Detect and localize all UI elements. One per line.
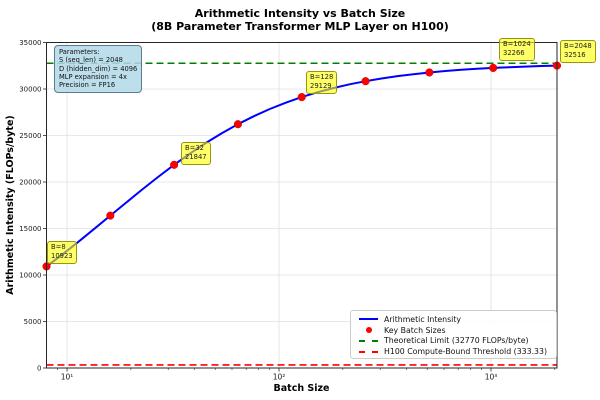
data-point-b512 xyxy=(425,68,434,77)
legend-marker-dashed xyxy=(359,350,378,353)
data-point-b64 xyxy=(233,120,242,129)
y-tick-label: 0 xyxy=(37,364,41,372)
y-tick-label: 20000 xyxy=(19,178,41,186)
chart-title: Arithmetic Intensity vs Batch Size xyxy=(194,7,406,20)
data-point-b128 xyxy=(297,93,306,102)
legend-row: Theoretical Limit (32770 FLOPs/byte) xyxy=(359,336,556,347)
annotation-value: 32266 xyxy=(503,48,525,57)
x-tick-label: 10³ xyxy=(485,373,498,382)
legend-label: Key Batch Sizes xyxy=(384,325,446,335)
annotation-batch-label: B=32 xyxy=(185,144,205,152)
legend-label: Arithmetic Intensity xyxy=(384,314,462,324)
y-tick-label: 30000 xyxy=(19,85,41,93)
parameter-seq-len: S (seq_len) = 2048 xyxy=(59,56,123,65)
parameter-mlp-expansion: MLP expansion = 4x xyxy=(59,72,127,81)
data-point-b32 xyxy=(170,160,179,169)
legend-marker-line xyxy=(359,318,378,321)
parameters-title: Parameters: xyxy=(59,48,100,56)
annotation-batch-label: B=8 xyxy=(51,243,66,251)
x-tick-label: 10¹ xyxy=(61,373,74,382)
legend-marker-dashed xyxy=(359,339,378,342)
annotation-box: B=2048 32516 xyxy=(560,40,596,63)
y-tick-label: 15000 xyxy=(19,225,41,233)
annotation-batch-label: B=1024 xyxy=(503,40,531,48)
annotation-box: B=8 10923 xyxy=(47,241,77,264)
annotation-value: 32516 xyxy=(564,50,586,59)
parameter-precision: Precision = FP16 xyxy=(59,81,116,90)
x-tick-label: 10² xyxy=(273,373,286,382)
annotation-box: B=1024 32266 xyxy=(499,38,535,61)
data-point-b1024 xyxy=(489,63,498,72)
annotation-value: 10923 xyxy=(51,251,73,260)
parameters-box: Parameters: S (seq_len) = 2048 D (hidden… xyxy=(54,45,143,94)
y-tick-label: 25000 xyxy=(19,132,41,140)
legend-marker-dot xyxy=(365,327,372,334)
annotation-box: B=128 29129 xyxy=(306,71,338,94)
legend-label: Theoretical Limit (32770 FLOPs/byte) xyxy=(384,336,529,346)
annotation-value: 29129 xyxy=(310,81,332,90)
plot-border xyxy=(46,42,558,369)
y-tick-label: 35000 xyxy=(19,39,41,47)
y-tick-label: 5000 xyxy=(24,318,42,326)
legend-row: H100 Compute-Bound Threshold (333.33) xyxy=(359,346,556,357)
annotation-box: B=32 21847 xyxy=(181,142,211,165)
legend: Arithmetic Intensity Key Batch Sizes The… xyxy=(350,310,557,359)
legend-row: Key Batch Sizes xyxy=(359,325,556,336)
data-point-b256 xyxy=(361,77,370,86)
y-axis-label: Arithmetic Intensity (FLOPs/byte) xyxy=(5,115,16,295)
x-axis-label: Batch Size xyxy=(273,383,330,394)
chart-title-block: Arithmetic Intensity vs Batch Size (8B P… xyxy=(0,7,600,33)
legend-label: H100 Compute-Bound Threshold (333.33) xyxy=(384,347,548,357)
parameter-hidden-dim: D (hidden_dim) = 4096 xyxy=(59,64,138,73)
annotation-batch-label: B=2048 xyxy=(564,42,592,50)
annotation-value: 21847 xyxy=(185,152,207,161)
annotation-batch-label: B=128 xyxy=(310,73,334,81)
chart-subtitle: (8B Parameter Transformer MLP Layer on H… xyxy=(151,20,449,33)
legend-row: Arithmetic Intensity xyxy=(359,314,556,325)
y-tick-label: 10000 xyxy=(19,271,41,279)
data-point-b16 xyxy=(106,211,115,220)
